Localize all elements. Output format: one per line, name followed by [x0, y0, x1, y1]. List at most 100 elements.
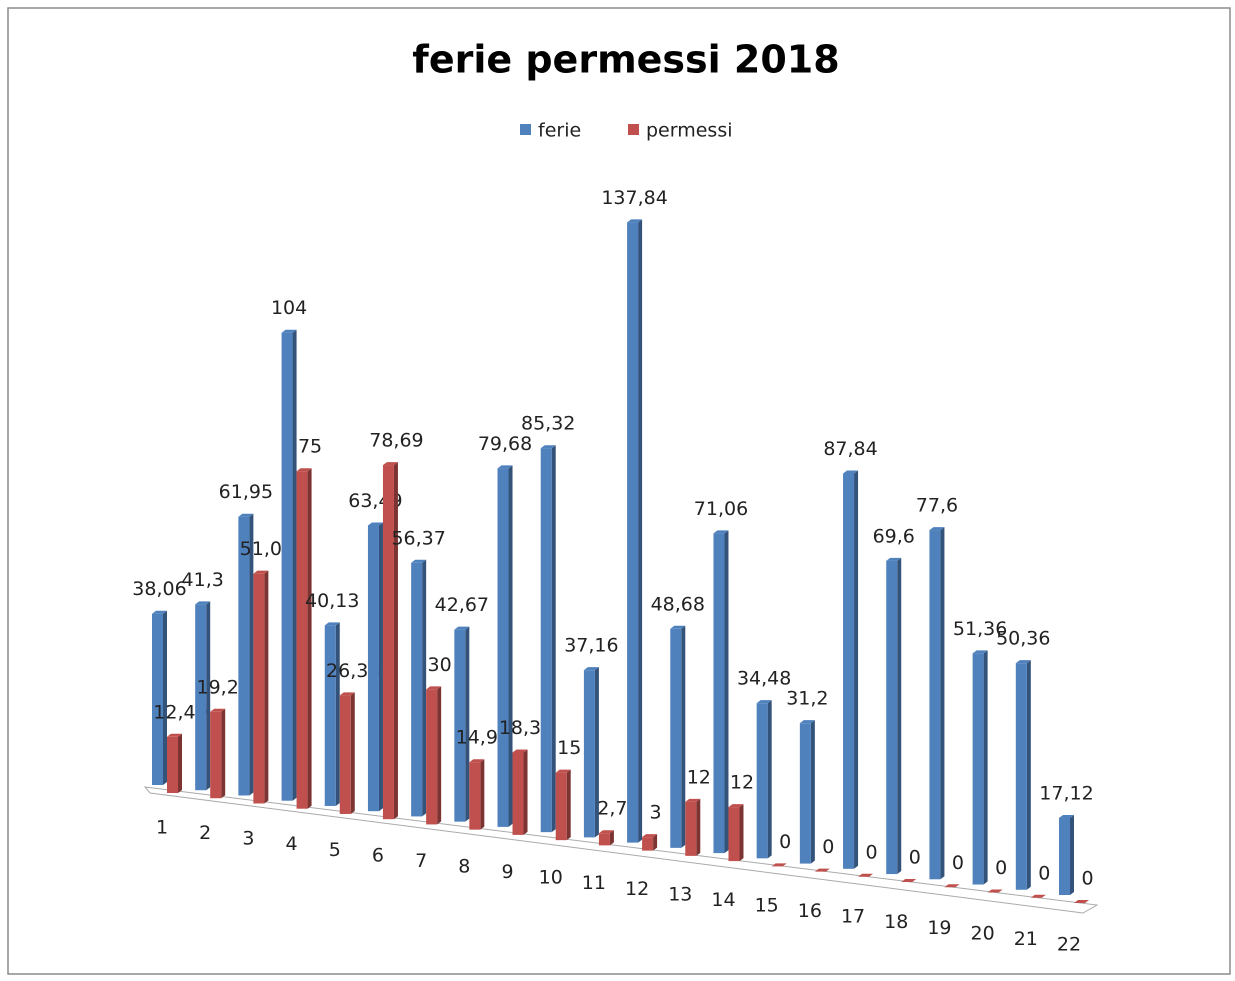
data-label: 75: [298, 436, 322, 458]
bar: [1016, 663, 1027, 890]
bar-side: [811, 720, 815, 863]
data-label: 87,84: [823, 438, 877, 460]
x-tick-label: 1: [156, 817, 168, 839]
bar-side: [308, 468, 312, 809]
x-tick-label: 11: [582, 872, 606, 894]
bar-side: [1070, 815, 1074, 895]
bar-side: [768, 700, 772, 858]
x-tick-label: 9: [501, 861, 513, 883]
bar-side: [221, 709, 225, 798]
bar: [152, 614, 163, 785]
data-label: 104: [271, 297, 307, 319]
bar-side: [394, 462, 398, 819]
legend-swatch: [520, 124, 531, 135]
bar-side: [739, 804, 743, 861]
legend-swatch: [628, 124, 639, 135]
bar-side: [1027, 660, 1031, 890]
bar-side: [336, 622, 340, 806]
x-tick-label: 5: [329, 839, 341, 861]
data-label: 78,69: [369, 430, 423, 452]
data-label: 0: [822, 836, 834, 858]
x-tick-label: 18: [884, 911, 908, 933]
bar-side: [854, 471, 858, 869]
bar: [728, 807, 739, 861]
x-tick-label: 15: [755, 895, 779, 917]
bar: [383, 465, 394, 819]
data-label: 34,48: [737, 668, 791, 690]
data-label: 137,84: [601, 187, 667, 209]
data-label: 50,36: [996, 628, 1050, 650]
bar: [800, 723, 811, 863]
bar: [253, 574, 264, 804]
data-label: 0: [866, 841, 878, 863]
x-tick-label: 4: [286, 833, 298, 855]
data-label: 69,6: [873, 525, 915, 547]
bar-side: [724, 530, 728, 853]
data-label: 61,95: [219, 481, 273, 503]
bar: [685, 802, 696, 856]
bar: [210, 712, 221, 798]
bar: [1059, 818, 1070, 895]
bar: [469, 762, 480, 829]
bar-side: [437, 686, 441, 824]
x-tick-label: 2: [199, 822, 211, 844]
bar: [642, 837, 653, 851]
data-label: 38,06: [132, 578, 186, 600]
x-tick-label: 14: [711, 889, 735, 911]
bar: [599, 833, 610, 845]
bar: [670, 629, 681, 848]
bar-side: [897, 558, 901, 874]
x-tick-label: 7: [415, 850, 427, 872]
data-label: 48,68: [651, 593, 705, 615]
bar: [454, 630, 465, 822]
bar: [167, 737, 178, 793]
bar: [297, 471, 308, 809]
bar: [843, 474, 854, 869]
data-label: 15: [557, 737, 581, 759]
bar-side: [351, 692, 355, 814]
x-tick-label: 22: [1057, 934, 1081, 956]
data-label: 2,7: [597, 798, 627, 820]
bar: [368, 525, 379, 811]
bar-side: [940, 527, 944, 879]
data-label: 85,32: [521, 413, 575, 435]
bar: [282, 333, 293, 801]
bar-side: [524, 749, 528, 834]
bar-side: [696, 799, 700, 856]
bar: [426, 689, 437, 824]
data-label: 0: [1038, 862, 1050, 884]
x-tick-label: 16: [798, 900, 822, 922]
data-label: 0: [779, 831, 791, 853]
x-tick-label: 12: [625, 878, 649, 900]
bar-side: [552, 445, 556, 832]
x-tick-label: 3: [242, 828, 254, 850]
bar: [886, 561, 897, 874]
bar-side: [567, 770, 571, 841]
data-label: 0: [1081, 868, 1093, 890]
data-label: 0: [995, 857, 1007, 879]
x-tick-label: 13: [668, 883, 692, 905]
chart-title: ferie permessi 2018: [412, 38, 839, 82]
chart-frame: [8, 8, 1230, 974]
legend-label: ferie: [538, 120, 581, 142]
data-label: 71,06: [694, 498, 748, 520]
bar: [929, 530, 940, 879]
data-label: 77,6: [916, 495, 958, 517]
bar: [541, 448, 552, 832]
bar: [584, 670, 595, 837]
bar: [325, 625, 336, 806]
bar: [340, 695, 351, 814]
bar-side: [681, 626, 685, 848]
x-tick-label: 21: [1014, 928, 1038, 950]
data-label: 0: [909, 847, 921, 869]
bar-side: [984, 650, 988, 884]
bar: [627, 222, 638, 842]
bar: [411, 563, 422, 817]
data-label: 40,13: [305, 590, 359, 612]
data-label: 31,2: [786, 688, 828, 710]
bar-side: [379, 522, 383, 811]
x-tick-label: 8: [458, 856, 470, 878]
data-label: 30: [428, 654, 452, 676]
data-label: 17,12: [1039, 782, 1093, 804]
